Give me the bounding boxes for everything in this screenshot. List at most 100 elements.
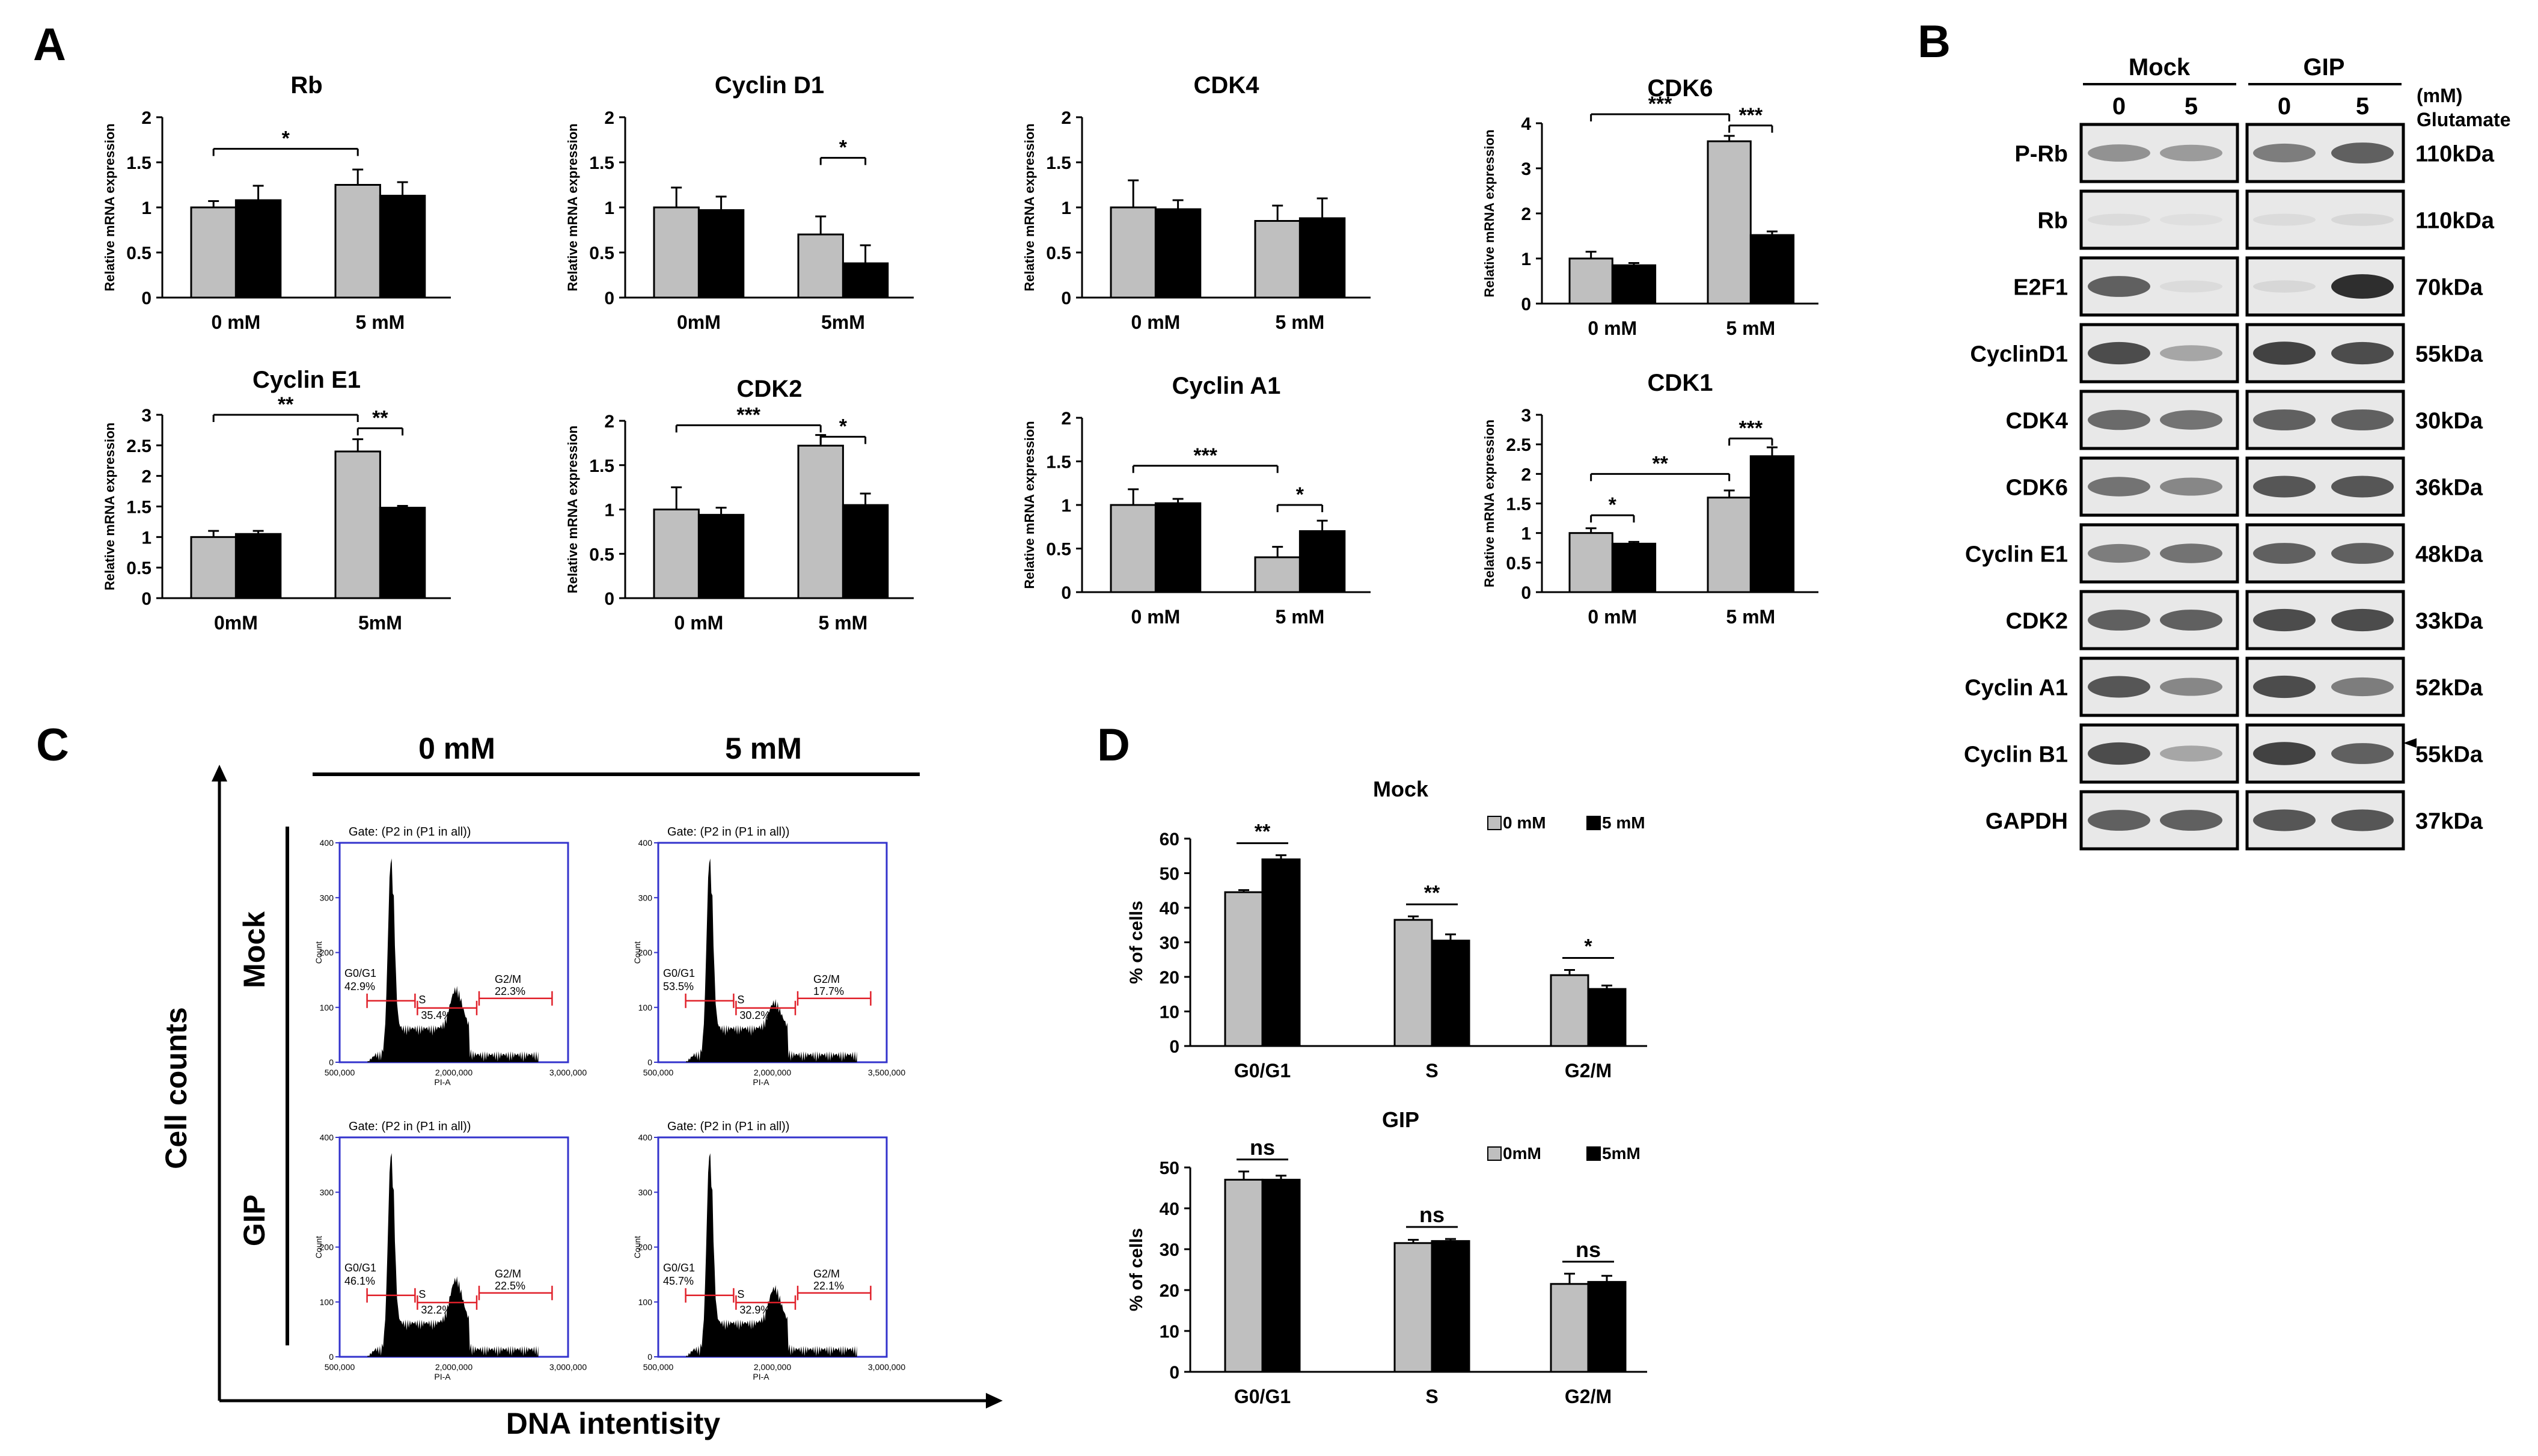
y-tick-label: 2 [1521, 465, 1531, 485]
x-tick-label: 0mM [677, 311, 721, 333]
x-tick-label: 500,000 [643, 1068, 674, 1077]
y-tick-label: 200 [320, 948, 334, 958]
y-axis-label: Relative mRNA expression [565, 426, 580, 593]
x-tick-label: 5 mM [1276, 311, 1325, 333]
blot-band [2253, 341, 2316, 365]
bar-black [1749, 455, 1795, 593]
bar-black [1431, 1240, 1470, 1373]
blot-protein-label: E2F1 [2013, 275, 2068, 301]
bar-gray [1393, 1242, 1433, 1373]
blot-lane-label: 0 [2112, 93, 2126, 120]
bar-black [379, 195, 426, 299]
y-tick-label: 4 [1521, 114, 1531, 134]
x-tick-label: S [1425, 1386, 1438, 1407]
significance-mark: * [282, 127, 290, 150]
blot-band [2331, 341, 2394, 365]
blot-row: CDK4 30kDa [2006, 390, 2483, 450]
panel-b: Mock GIP 0 5 0 5 (mM) Glutamate P-Rb 110kDa Rb 110k… [1964, 54, 2510, 851]
panel-label-d: D [1097, 720, 1130, 771]
histogram-fill [681, 1153, 857, 1357]
y-axis-label: Relative mRNA expression [1482, 420, 1497, 587]
y-tick-label: 0 [141, 289, 151, 308]
x-tick-label: 5 mM [819, 612, 868, 634]
bar-gray [1707, 140, 1752, 305]
significance-mark: ns [1576, 1237, 1601, 1262]
panel-c: Cell counts DNA intentisity 0 mM 5 mM Mock GI… [159, 732, 1003, 1440]
x-tick-label: 3,500,000 [868, 1068, 905, 1077]
dna-intensity-label: DNA intentisity [506, 1407, 721, 1440]
bar-gray [797, 233, 844, 299]
blot-band [2088, 409, 2150, 430]
y-tick-label: 300 [320, 893, 334, 902]
y-tick-label: 2 [1521, 204, 1531, 224]
y-tick-label: 1.5 [1046, 453, 1071, 473]
gate-label: Gate: (P2 in (P1 in all)) [349, 825, 471, 839]
blot-row: Rb 110kDa [2037, 189, 2495, 250]
y-tick-label: 0.5 [589, 545, 614, 564]
blot-band [2253, 742, 2316, 765]
gate-label: Gate: (P2 in (P1 in all)) [667, 1120, 789, 1133]
blot-row: GAPDH 37kDa [1986, 790, 2483, 851]
blot-band [2088, 610, 2150, 631]
blot-protein-label: Cyclin B1 [1964, 742, 2068, 768]
blot-treatment: Glutamate [2417, 109, 2510, 130]
blot-protein-label: GAPDH [1986, 809, 2068, 834]
significance-mark: ns [1250, 1135, 1275, 1160]
x-tick-label: 0 mM [1588, 317, 1637, 339]
x-tick-label: 2,000,000 [435, 1068, 472, 1077]
significance-mark: * [1584, 935, 1592, 958]
y-tick-label: 0 [1521, 583, 1531, 603]
significance-mark: ns [1419, 1202, 1445, 1227]
bar-gray [1110, 206, 1157, 299]
blot-band [2253, 143, 2316, 163]
y-axis-label: Relative mRNA expression [102, 123, 117, 291]
y-tick-label: 1.5 [1046, 153, 1071, 173]
blot-protein-label: CDK2 [2006, 609, 2068, 634]
y-tick-label: 0 [141, 589, 151, 609]
blot-size-label: 110kDa [2415, 142, 2495, 167]
significance-mark: ** [372, 406, 388, 429]
cell-counts-label: Cell counts [159, 1007, 193, 1169]
gate-percent: 35.4% [421, 1009, 451, 1021]
significance-mark: *** [1738, 104, 1763, 127]
legend-label: 0 mM [1503, 813, 1546, 832]
y-tick-label: 1.5 [589, 456, 614, 476]
chart-title: Cyclin E1 [252, 367, 361, 393]
blot-size-label: 30kDa [2415, 409, 2483, 434]
blot-protein-label: Cyclin E1 [1965, 542, 2068, 567]
gate-name: S [737, 994, 744, 1006]
blot-band [2088, 676, 2150, 698]
chart-title: CDK1 [1648, 370, 1713, 396]
bar-gray [1110, 504, 1157, 593]
y-tick-label: 0 [604, 589, 614, 609]
panel-label-b: B [1918, 16, 1951, 67]
blot-band [2160, 280, 2222, 293]
significance-mark: *** [736, 403, 760, 426]
y-tick-label: 30 [1160, 1240, 1179, 1260]
gate-percent: 53.5% [663, 980, 694, 993]
y-axis-label: % of cells [1127, 901, 1146, 983]
y-tick-label: 1.5 [126, 498, 151, 518]
y-tick-label: 0 [329, 1352, 334, 1362]
significance-mark: *** [1648, 93, 1672, 115]
histogram-fill [681, 858, 857, 1062]
bar-gray [1224, 1178, 1264, 1373]
bar-black [379, 507, 426, 599]
bar-black [842, 504, 889, 599]
blot-band [2088, 144, 2150, 162]
y-tick-label: 100 [320, 1003, 334, 1012]
significance-mark: *** [1738, 417, 1763, 439]
bar-gray [1393, 919, 1433, 1047]
bar-black [1261, 1178, 1301, 1373]
chart-title: Cyclin D1 [715, 72, 824, 99]
x-tick-label: 3,000,000 [549, 1362, 587, 1372]
gate-percent: 22.3% [495, 985, 525, 997]
y-tick-label: 400 [638, 1133, 653, 1142]
axis-label-count: Count [632, 941, 642, 964]
chart-title: GIP [1382, 1107, 1419, 1132]
y-tick-label: 2 [1061, 108, 1071, 128]
bar-gray [1550, 1283, 1589, 1373]
gate-percent: 22.1% [813, 1280, 844, 1292]
blot-protein-label: Rb [2037, 209, 2068, 234]
